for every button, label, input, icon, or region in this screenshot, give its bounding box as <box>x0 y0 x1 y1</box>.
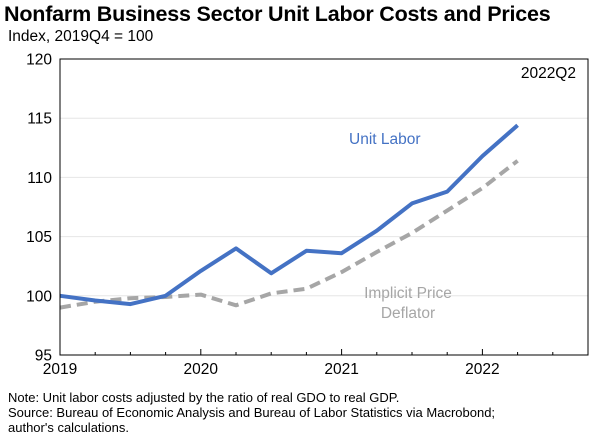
plot-frame <box>59 58 589 356</box>
y-tick-label: 100 <box>26 288 52 305</box>
price-deflator-label-line2: Deflator <box>381 305 435 322</box>
y-tick-label: 120 <box>26 52 52 69</box>
x-tick-label: 2021 <box>324 361 358 378</box>
x-tick-label: 2019 <box>43 361 77 378</box>
unit-labor-label: Unit Labor <box>349 131 421 148</box>
x-tick-label: 2020 <box>184 361 219 378</box>
series-line-implicit-price-deflator <box>59 159 519 310</box>
y-tick-label: 115 <box>27 111 52 128</box>
note-line: Note: Unit labor costs adjusted by the r… <box>8 390 400 405</box>
date-annotation: 2022Q2 <box>521 65 576 82</box>
y-tick-label: 110 <box>27 170 52 187</box>
x-tick-label: 2022 <box>465 361 499 378</box>
price-deflator-label-line1: Implicit Price <box>364 285 452 302</box>
y-tick-label: 95 <box>35 348 52 365</box>
y-tick-label: 105 <box>26 229 52 246</box>
source-line: Source: Bureau of Economic Analysis and … <box>8 405 496 420</box>
series-line-unit-labor <box>59 123 519 307</box>
chart-title: Nonfarm Business Sector Unit Labor Costs… <box>4 2 551 26</box>
chart-subtitle: Index, 2019Q4 = 100 <box>8 28 154 45</box>
chart-notes: Note: Unit labor costs adjusted by the r… <box>8 390 495 435</box>
source-line-continued: author's calculations. <box>8 420 129 435</box>
